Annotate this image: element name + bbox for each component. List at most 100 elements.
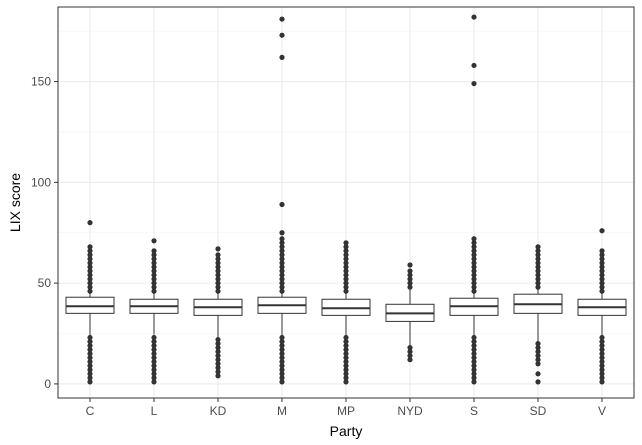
outlier-point — [535, 379, 541, 385]
outlier-point — [471, 272, 477, 278]
box-NYD — [385, 262, 435, 363]
outlier-point — [599, 375, 605, 381]
y-axis-ticks: 0 50 100 150 — [31, 75, 58, 391]
outlier-point — [535, 280, 541, 286]
outlier-point — [471, 375, 477, 381]
outlier-point — [535, 248, 541, 254]
outlier-point — [87, 288, 93, 294]
outlier-point — [535, 244, 541, 250]
outlier-point — [471, 256, 477, 262]
y-tick-label: 50 — [38, 276, 52, 290]
outlier-point — [471, 284, 477, 290]
outlier-point — [151, 268, 157, 274]
box-V — [577, 228, 627, 385]
outlier-point — [343, 260, 349, 266]
outlier-point — [279, 338, 285, 345]
outlier-point — [151, 371, 157, 377]
outlier-point — [87, 347, 93, 353]
outlier-point — [343, 252, 349, 258]
box-C — [65, 220, 115, 385]
outlier-point — [471, 288, 477, 294]
outlier-point — [279, 347, 285, 353]
outlier-point — [471, 62, 477, 69]
outlier-point — [407, 345, 413, 351]
x-tick-label: MP — [337, 404, 355, 418]
outlier-point — [599, 367, 605, 373]
outlier-point — [343, 264, 349, 270]
outlier-point — [215, 284, 221, 290]
outlier-point — [215, 349, 221, 355]
outlier-point — [87, 367, 93, 373]
outlier-point — [87, 355, 93, 361]
outlier-point — [407, 272, 413, 278]
outlier-point — [151, 264, 157, 270]
outlier-point — [151, 256, 157, 262]
outlier-point — [87, 252, 93, 258]
outlier-point — [343, 363, 349, 369]
outlier-point — [279, 256, 285, 262]
outlier-point — [599, 252, 605, 258]
outlier-point — [151, 238, 157, 244]
outlier-point — [343, 351, 349, 357]
outlier-point — [599, 276, 605, 282]
outlier-point — [215, 361, 221, 367]
outlier-point — [471, 351, 477, 357]
outlier-point — [535, 276, 541, 282]
outlier-point — [87, 334, 93, 341]
outlier-point — [279, 379, 285, 385]
outlier-point — [215, 272, 221, 278]
outlier-point — [279, 230, 285, 236]
outlier-point — [151, 272, 157, 278]
outlier-point — [599, 347, 605, 353]
outlier-point — [407, 357, 413, 363]
outlier-point — [343, 334, 349, 341]
outlier-point — [599, 268, 605, 274]
outlier-point — [279, 54, 285, 60]
outlier-point — [279, 280, 285, 286]
outlier-point — [535, 268, 541, 274]
outlier-point — [343, 244, 349, 250]
outlier-point — [87, 264, 93, 270]
outlier-point — [471, 248, 477, 254]
outlier-point — [87, 248, 93, 254]
y-tick-label: 100 — [31, 175, 51, 189]
outlier-point — [279, 342, 285, 349]
box-M — [257, 16, 307, 385]
outlier-point — [471, 264, 477, 270]
outlier-point — [87, 284, 93, 290]
outlier-point — [599, 379, 605, 385]
outlier-point — [471, 347, 477, 353]
outlier-point — [215, 357, 221, 363]
outlier-point — [151, 248, 157, 254]
outlier-point — [471, 14, 477, 20]
outlier-point — [215, 268, 221, 274]
outlier-point — [343, 338, 349, 345]
outlier-point — [471, 342, 477, 349]
outlier-point — [151, 375, 157, 381]
outlier-point — [151, 260, 157, 266]
outlier-point — [471, 363, 477, 369]
outlier-point — [279, 32, 285, 38]
outlier-point — [215, 260, 221, 266]
outlier-point — [215, 353, 221, 359]
outlier-point — [87, 338, 93, 345]
outlier-point — [343, 272, 349, 278]
outlier-point — [279, 375, 285, 381]
outlier-point — [471, 371, 477, 377]
outlier-point — [279, 284, 285, 290]
outlier-point — [599, 288, 605, 294]
outlier-point — [535, 353, 541, 359]
outlier-point — [279, 16, 285, 22]
outlier-point — [87, 220, 93, 226]
outlier-point — [87, 244, 93, 250]
outlier-point — [279, 334, 285, 341]
outlier-point — [343, 355, 349, 361]
outlier-point — [87, 280, 93, 286]
outlier-point — [343, 256, 349, 262]
outlier-point — [151, 284, 157, 290]
outlier-point — [471, 260, 477, 266]
outlier-point — [279, 355, 285, 361]
outlier-point — [407, 280, 413, 286]
outlier-point — [87, 342, 93, 349]
outlier-point — [599, 359, 605, 365]
